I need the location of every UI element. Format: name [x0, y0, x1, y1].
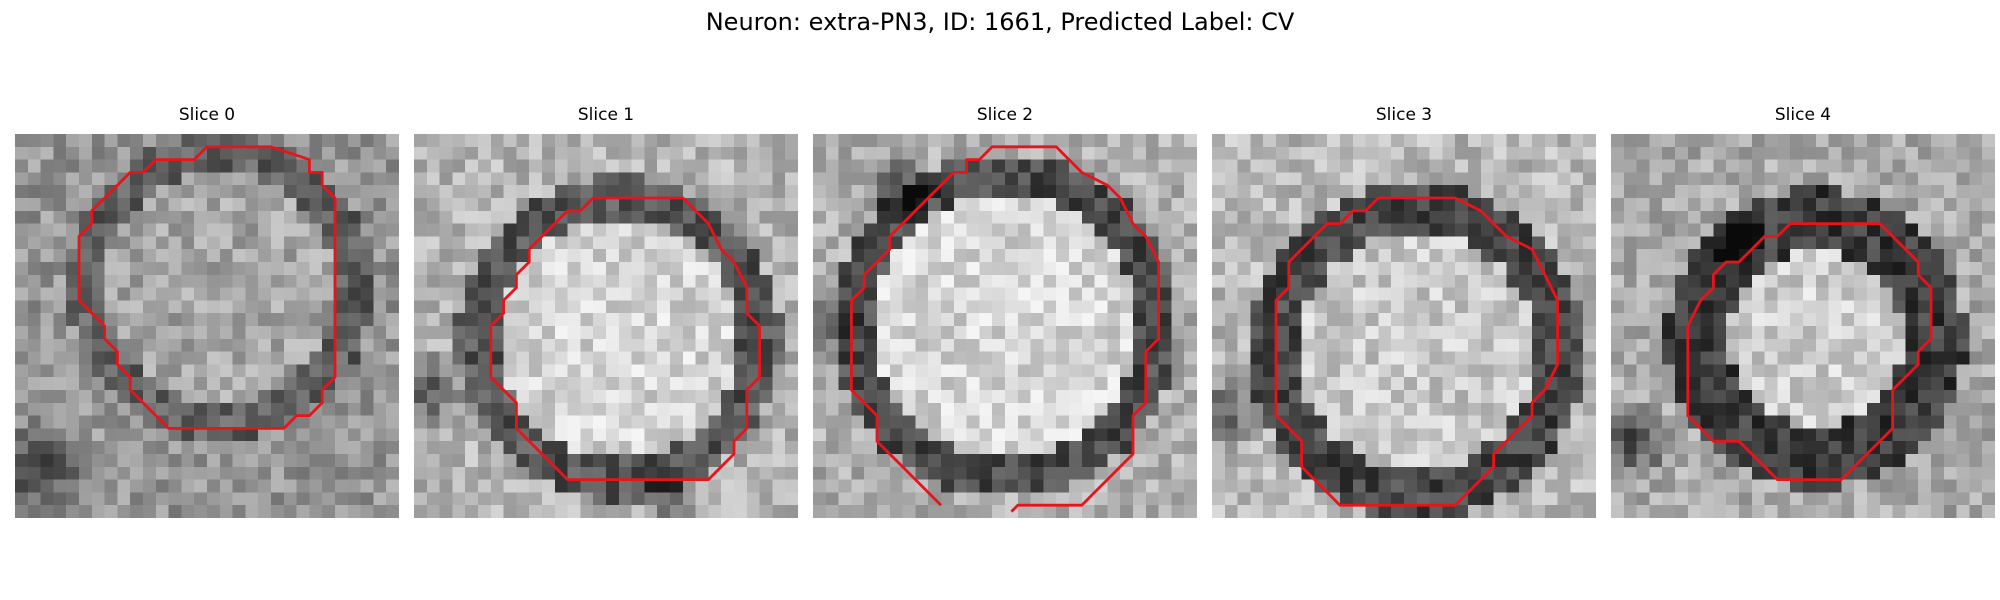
microscopy-image	[813, 134, 1197, 518]
microscopy-image	[414, 134, 798, 518]
microscopy-image	[1611, 134, 1995, 518]
segmentation-contour	[849, 145, 1161, 513]
slice-title: Slice 3	[1375, 105, 1433, 125]
figure-title: Neuron: extra-PN3, ID: 1661, Predicted L…	[705, 8, 1295, 36]
segmentation-contour	[489, 196, 762, 482]
slice-title: Slice 2	[976, 105, 1034, 125]
microscopy-image	[1212, 134, 1596, 518]
slice-title: Slice 1	[577, 105, 635, 125]
segmentation-contour	[1274, 196, 1560, 507]
slice-image	[15, 134, 399, 518]
slice-title: Slice 0	[178, 105, 236, 125]
slice-image	[1611, 134, 1995, 518]
slice-title: Slice 4	[1774, 105, 1832, 125]
slice-image	[813, 134, 1197, 518]
slice-image	[1212, 134, 1596, 518]
segmentation-contour	[1686, 222, 1933, 482]
slice-image	[414, 134, 798, 518]
segmentation-contour	[77, 145, 337, 430]
microscopy-image	[15, 134, 399, 518]
